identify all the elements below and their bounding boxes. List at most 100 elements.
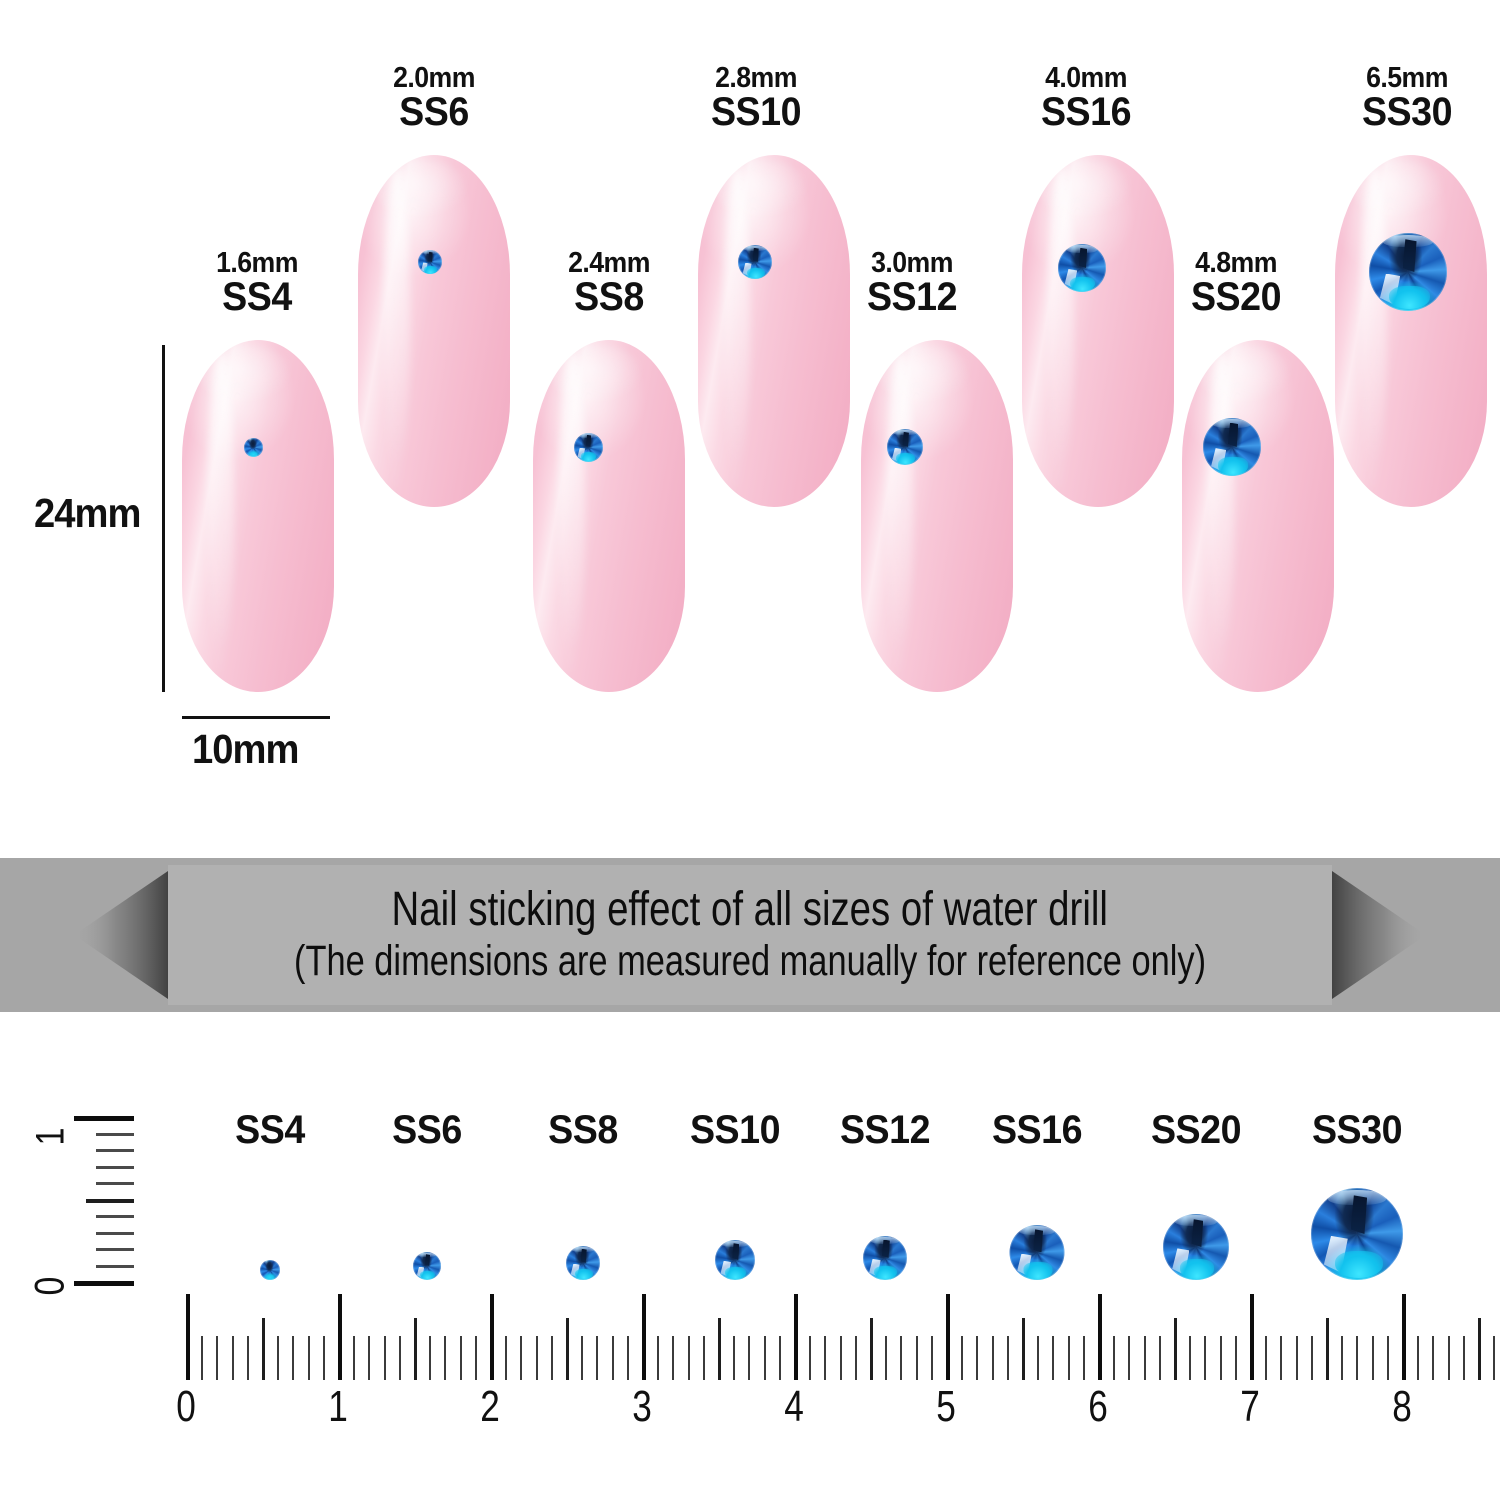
ruler-tick [1478,1318,1481,1380]
ruler-tick [1143,1336,1146,1380]
ruler-tick [870,1318,873,1380]
ruler-tick [961,1336,964,1380]
arrow-right-icon [1332,865,1432,1005]
nail-ss10 [698,155,850,507]
banner-text-panel: Nail sticking effect of all sizes of wat… [168,865,1332,1005]
ruler-tick [733,1336,736,1380]
ruler-tick [429,1336,432,1380]
ruler-tick [1037,1336,1040,1380]
vertical-ruler-tick [96,1215,134,1218]
nail-label-ss8: 2.4mm SS8 [565,248,654,319]
vertical-ruler-tick [96,1264,134,1268]
ruler-tick [778,1336,781,1380]
nail-ss8 [533,340,685,692]
ruler-tick [930,1336,933,1380]
ruler-size-label-ss4: SS4 [235,1108,305,1152]
vertical-ruler-tick [96,1132,134,1136]
ruler-tick [1265,1336,1268,1380]
vertical-ruler-tick [86,1198,134,1203]
vertical-ruler-tick [96,1149,134,1152]
ruler-tick [490,1294,494,1380]
ruler-size-label-ss8: SS8 [548,1108,618,1152]
ruler-tick [277,1336,280,1380]
ruler-tick [718,1318,721,1380]
ruler-tick [657,1336,660,1380]
ruler-tick [1113,1336,1116,1380]
ruler-tick [1371,1336,1374,1380]
ruler-rhinestone-ss8 [566,1246,600,1280]
nail-label-ss: SS12 [866,274,958,319]
ruler-tick [216,1336,219,1380]
info-banner: Nail sticking effect of all sizes of wat… [0,858,1500,1012]
nail-label-ss20: 4.8mm SS20 [1188,247,1284,317]
ruler-tick [915,1336,918,1380]
rhinestone-ss20 [1203,418,1261,476]
ruler-tick [398,1336,401,1380]
nail-label-ss: SS30 [1361,89,1453,134]
width-dimension-line [182,716,330,719]
ruler-tick [611,1336,614,1380]
ruler-tick [1280,1336,1283,1380]
ruler-tick [505,1336,508,1380]
arrow-left-icon [68,865,168,1005]
ruler-tick [1341,1336,1344,1380]
ruler-tick [1128,1336,1131,1380]
ruler-tick [1402,1294,1406,1380]
nail-label-ss: SS10 [710,89,802,134]
nail-label-ss: SS8 [574,274,644,319]
nail-label-ss: SS6 [399,89,469,134]
ruler-tick [1295,1336,1298,1380]
vertical-ruler-tick [74,1281,134,1286]
ruler-tick [201,1336,204,1380]
ruler-tick [1022,1318,1025,1380]
ruler-tick [1158,1336,1161,1380]
ruler-tick [946,1294,950,1380]
rhinestone-ss6 [418,250,442,274]
ruler-tick [642,1294,646,1380]
ruler-size-label-ss6: SS6 [392,1108,462,1152]
nail-size-chart-section: 24mm 10mm 1.6mm SS4 2.0mm SS6 2.4mm SS8 2.8mm S… [0,0,1500,855]
ruler-tick [246,1336,249,1380]
ruler-tick [794,1294,798,1380]
ruler-tick [307,1336,310,1380]
ruler-tick [1310,1336,1313,1380]
ruler-number: 0 [176,1382,196,1431]
ruler-tick [231,1336,234,1380]
ruler-tick [1189,1336,1192,1380]
ruler-tick [900,1336,903,1380]
ruler-tick [535,1336,538,1380]
nail-label-mm: 3.0mm [871,247,953,279]
nail-label-ss12: 3.0mm SS12 [864,247,960,319]
nail-label-mm: 2.8mm [715,62,797,94]
height-dimension-label: 24mm [34,490,141,536]
nail-label-mm: 4.8mm [1195,247,1277,279]
ruler-number: 5 [936,1382,956,1431]
ruler-tick [748,1336,751,1380]
rhinestone-ss30 [1369,233,1447,311]
height-dimension-line [162,345,165,692]
ruler-tick [596,1336,599,1380]
ruler-tick [1204,1336,1207,1380]
vertical-ruler-label-top: 1 [28,1127,73,1146]
ruler-tick [1098,1294,1102,1380]
ruler-tick [414,1318,417,1380]
nail-label-mm: 6.5mm [1366,62,1448,94]
nail-label-mm: 4.0mm [1045,62,1127,94]
nail-ss30 [1335,155,1487,507]
nail-label-ss6: 2.0mm SS6 [390,62,479,134]
ruler-tick [702,1336,705,1380]
ruler-size-label-ss30: SS30 [1311,1108,1403,1152]
banner-subtitle: (The dimensions are measured manually fo… [293,936,1207,985]
ruler-tick [763,1336,766,1380]
ruler-tick [885,1336,888,1380]
ruler-tick [1462,1336,1465,1380]
ruler-rhinestone-ss30 [1311,1188,1403,1280]
nail-label-ss: SS4 [222,274,292,319]
vertical-ruler-tick [74,1116,134,1121]
ruler-tick [566,1318,569,1380]
ruler-tick [292,1336,295,1380]
nail-label-mm: 2.0mm [393,62,475,94]
ruler-size-label-ss10: SS10 [689,1108,781,1152]
ruler-tick [1356,1336,1359,1380]
ruler-size-label-ss12: SS12 [839,1108,931,1152]
